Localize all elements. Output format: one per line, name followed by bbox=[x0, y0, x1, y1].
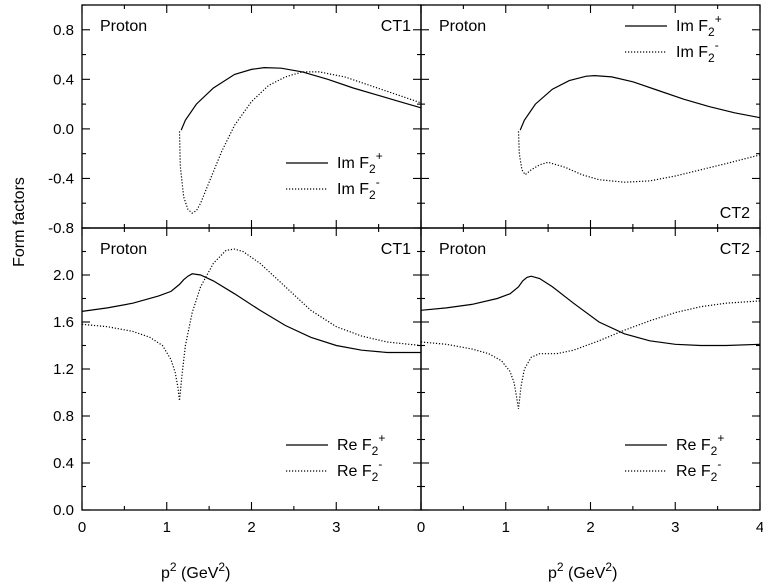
y-tick-label: 1.6 bbox=[53, 314, 74, 331]
legend-prefix: Re F bbox=[337, 463, 372, 480]
x-label-unit-close: ) bbox=[225, 565, 230, 582]
series-line-solid bbox=[420, 275, 761, 347]
x-tick-label: 0 bbox=[417, 519, 425, 536]
x-label-base: p bbox=[161, 565, 170, 582]
x-tick-label: 1 bbox=[502, 519, 510, 536]
x-axis-label-right: p2 (GeV2) bbox=[548, 560, 617, 582]
legend-sup: + bbox=[376, 149, 383, 163]
y-axis-label: Form factors bbox=[11, 177, 28, 267]
legend-prefix: Im F bbox=[337, 155, 369, 172]
x-label-unit-open: (GeV bbox=[564, 565, 606, 582]
y-tick-label: 1.2 bbox=[53, 361, 74, 378]
legend-prefix: Im F bbox=[676, 18, 708, 35]
panel-label-right: CT2 bbox=[720, 241, 750, 258]
series-line-solid bbox=[81, 273, 421, 354]
legend-sup: + bbox=[717, 431, 724, 445]
x-label-unit-open: (GeV bbox=[177, 565, 219, 582]
legend-prefix: Re F bbox=[676, 437, 711, 454]
y-tick-label: 0.4 bbox=[53, 455, 74, 472]
legend-entry: Re F2- bbox=[337, 457, 382, 484]
series-line-dotted bbox=[420, 300, 761, 409]
panel-label-left: Proton bbox=[100, 241, 147, 258]
legend-sub: 2 bbox=[372, 470, 379, 484]
legend-sup: - bbox=[378, 457, 382, 471]
x-label-unit-exp: 2 bbox=[218, 560, 225, 574]
panel-label-right: CT2 bbox=[720, 205, 750, 222]
x-tick-label: 3 bbox=[671, 519, 679, 536]
legend-prefix: Re F bbox=[337, 437, 372, 454]
x-label-exp: 2 bbox=[170, 560, 177, 574]
legend-prefix: Im F bbox=[337, 181, 369, 198]
x-axis-label-left: p2 (GeV2) bbox=[161, 560, 230, 582]
legend-entry: Re F2+ bbox=[337, 431, 385, 458]
series-line-dotted bbox=[178, 71, 422, 214]
y-tick-label: 0.8 bbox=[53, 408, 74, 425]
legend-entry: Re F2+ bbox=[676, 431, 724, 458]
legend-sup: + bbox=[715, 12, 722, 26]
x-tick-label: 4 bbox=[756, 519, 763, 536]
panel-label-right: CT1 bbox=[381, 241, 411, 258]
legend-entry: Im F2+ bbox=[676, 12, 722, 39]
legend-sup: - bbox=[376, 175, 380, 189]
legend-sub: 2 bbox=[372, 444, 379, 458]
legend-sub: 2 bbox=[369, 188, 376, 202]
x-tick-label: 2 bbox=[247, 519, 255, 536]
legend-sub: 2 bbox=[708, 51, 715, 65]
series-line-solid bbox=[519, 74, 761, 131]
legend-entry: Im F2+ bbox=[337, 149, 383, 176]
panel-label-right: CT1 bbox=[381, 18, 411, 35]
legend-prefix: Im F bbox=[676, 44, 708, 61]
x-tick-label: 0 bbox=[78, 519, 86, 536]
x-label-unit-close: ) bbox=[612, 565, 617, 582]
y-tick-label: -0.4 bbox=[48, 170, 74, 187]
y-tick-label: -0.8 bbox=[48, 220, 74, 237]
y-tick-label: 0.0 bbox=[53, 121, 74, 138]
legend-sub: 2 bbox=[711, 470, 718, 484]
panel-label-left: Proton bbox=[439, 241, 486, 258]
x-label-unit-exp: 2 bbox=[605, 560, 612, 574]
legend-entry: Re F2- bbox=[676, 457, 721, 484]
x-tick-label: 3 bbox=[332, 519, 340, 536]
legend-prefix: Re F bbox=[676, 463, 711, 480]
legend-sup: - bbox=[715, 38, 719, 52]
legend-sub: 2 bbox=[711, 444, 718, 458]
x-tick-label: 1 bbox=[163, 519, 171, 536]
svg-text:p2 (GeV2): p2 (GeV2) bbox=[548, 560, 617, 582]
panel-label-left: Proton bbox=[100, 18, 147, 35]
series-line-solid bbox=[180, 66, 422, 131]
y-tick-label: 2.0 bbox=[53, 267, 74, 284]
y-tick-label: 0.0 bbox=[53, 502, 74, 519]
svg-text:p2 (GeV2): p2 (GeV2) bbox=[161, 560, 230, 582]
legend-entry: Im F2- bbox=[337, 175, 380, 202]
series-line-dotted bbox=[81, 248, 422, 401]
x-label-base: p bbox=[548, 565, 557, 582]
x-tick-label: 2 bbox=[586, 519, 594, 536]
legend-entry: Im F2- bbox=[676, 38, 719, 65]
legend-sub: 2 bbox=[708, 25, 715, 39]
series-line-dotted bbox=[517, 131, 761, 183]
legend-sub: 2 bbox=[369, 162, 376, 176]
y-tick-label: 0.4 bbox=[53, 71, 74, 88]
legend-sup: + bbox=[378, 431, 385, 445]
y-tick-label: 0.8 bbox=[53, 22, 74, 39]
x-label-exp: 2 bbox=[557, 560, 564, 574]
legend-sup: - bbox=[717, 457, 721, 471]
panel-label-left: Proton bbox=[439, 18, 486, 35]
